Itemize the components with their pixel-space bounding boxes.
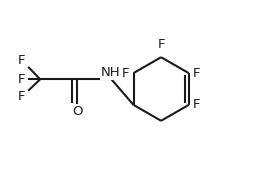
Text: F: F xyxy=(122,67,129,80)
Text: NH: NH xyxy=(101,66,121,79)
Text: F: F xyxy=(17,73,25,86)
Text: O: O xyxy=(72,105,82,118)
Text: F: F xyxy=(157,38,165,51)
Text: F: F xyxy=(193,98,201,111)
Text: F: F xyxy=(17,90,25,103)
Text: F: F xyxy=(17,54,25,67)
Text: F: F xyxy=(193,67,201,80)
